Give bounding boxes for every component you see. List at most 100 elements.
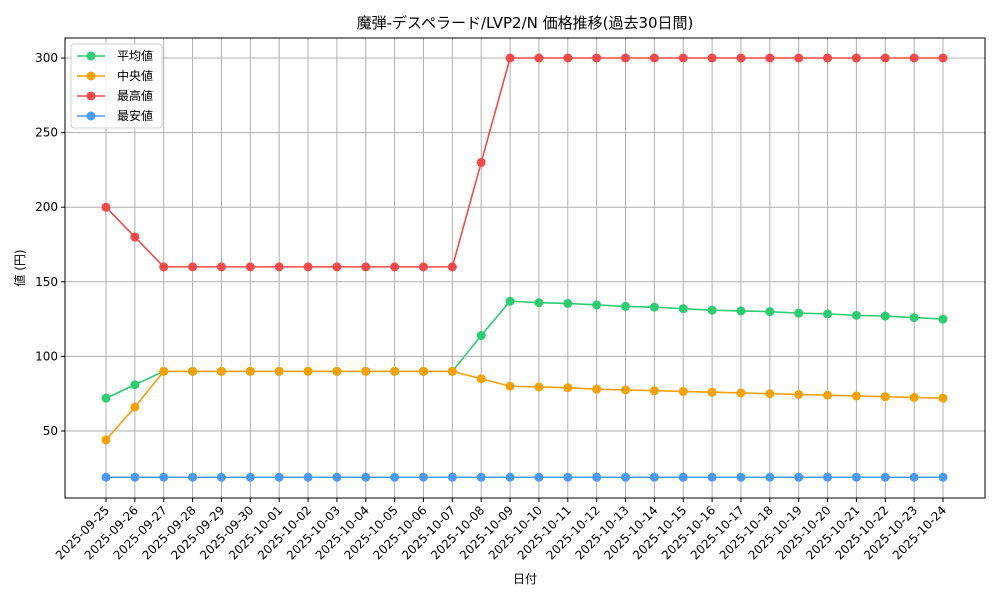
plot-frame	[64, 37, 986, 499]
data-point	[274, 262, 284, 272]
data-point	[563, 383, 573, 393]
data-point	[765, 307, 775, 317]
data-point	[938, 472, 948, 482]
data-point	[418, 262, 428, 272]
data-point	[707, 53, 717, 63]
data-point	[101, 435, 111, 445]
data-point	[938, 314, 948, 324]
data-point	[880, 392, 890, 402]
data-point	[909, 313, 919, 323]
data-point	[216, 472, 226, 482]
y-tick-label: 250	[35, 126, 58, 140]
data-point	[794, 389, 804, 399]
data-point	[505, 472, 515, 482]
data-point	[621, 385, 631, 395]
legend-label: 最高値	[117, 88, 153, 103]
data-point	[938, 393, 948, 403]
y-axis-label: 値 (円)	[12, 249, 27, 286]
y-tick-label: 100	[35, 349, 58, 363]
data-point	[707, 305, 717, 315]
x-axis-label: 日付	[513, 572, 537, 586]
data-point	[332, 366, 342, 376]
data-point	[188, 472, 198, 482]
data-point	[563, 298, 573, 308]
data-point	[390, 366, 400, 376]
legend-item: 最安値	[77, 108, 153, 123]
data-point	[649, 472, 659, 482]
data-point	[188, 262, 198, 272]
data-point	[909, 53, 919, 63]
legend-label: 中央値	[117, 68, 153, 83]
data-point	[476, 157, 486, 167]
data-point	[851, 391, 861, 401]
data-point	[736, 472, 746, 482]
data-point	[649, 386, 659, 396]
data-point	[418, 472, 428, 482]
data-point	[880, 311, 890, 321]
legend-marker-icon	[86, 71, 96, 81]
legend-marker-icon	[86, 51, 96, 61]
data-point	[361, 262, 371, 272]
series-最安値	[101, 472, 948, 482]
legend-item: 中央値	[77, 68, 153, 83]
data-point	[159, 472, 169, 482]
data-point	[447, 472, 457, 482]
data-point	[332, 262, 342, 272]
data-point	[563, 53, 573, 63]
data-point	[736, 53, 746, 63]
data-point	[303, 472, 313, 482]
data-point	[476, 472, 486, 482]
data-point	[274, 472, 284, 482]
data-point	[534, 53, 544, 63]
data-point	[159, 366, 169, 376]
data-point	[130, 472, 140, 482]
y-tick-label: 150	[35, 275, 58, 289]
data-point	[274, 366, 284, 376]
y-tick-label: 200	[35, 200, 58, 214]
data-point	[851, 53, 861, 63]
data-point	[938, 53, 948, 63]
data-point	[332, 472, 342, 482]
data-point	[447, 262, 457, 272]
chart-title: 魔弾-デスペラード/LVP2/N 価格推移(過去30日間)	[356, 14, 694, 32]
data-point	[794, 308, 804, 318]
data-point	[101, 472, 111, 482]
data-point	[765, 472, 775, 482]
data-point	[736, 306, 746, 316]
data-point	[505, 381, 515, 391]
data-point	[794, 472, 804, 482]
data-point	[361, 366, 371, 376]
data-point	[909, 392, 919, 402]
data-point	[361, 472, 371, 482]
y-axis-ticks: 50 100 150 200 250 300	[35, 51, 65, 438]
data-point	[851, 472, 861, 482]
data-point	[678, 472, 688, 482]
data-point	[794, 53, 804, 63]
data-point	[534, 298, 544, 308]
data-point	[649, 302, 659, 312]
data-point	[592, 300, 602, 310]
data-point	[563, 472, 573, 482]
data-point	[188, 366, 198, 376]
data-point	[823, 390, 833, 400]
data-point	[505, 296, 515, 306]
data-point	[909, 472, 919, 482]
data-point	[303, 366, 313, 376]
data-point	[303, 262, 313, 272]
data-point	[245, 472, 255, 482]
legend-item: 最高値	[77, 88, 153, 103]
legend-label: 最安値	[117, 108, 153, 123]
data-point	[765, 389, 775, 399]
data-point	[418, 366, 428, 376]
data-point	[621, 301, 631, 311]
data-point	[534, 382, 544, 392]
data-point	[707, 387, 717, 397]
data-point	[505, 53, 515, 63]
data-point	[736, 388, 746, 398]
data-point	[476, 374, 486, 384]
data-point	[130, 380, 140, 390]
data-point	[476, 331, 486, 341]
legend-item: 平均値	[77, 48, 153, 63]
legend-marker-icon	[86, 91, 96, 101]
